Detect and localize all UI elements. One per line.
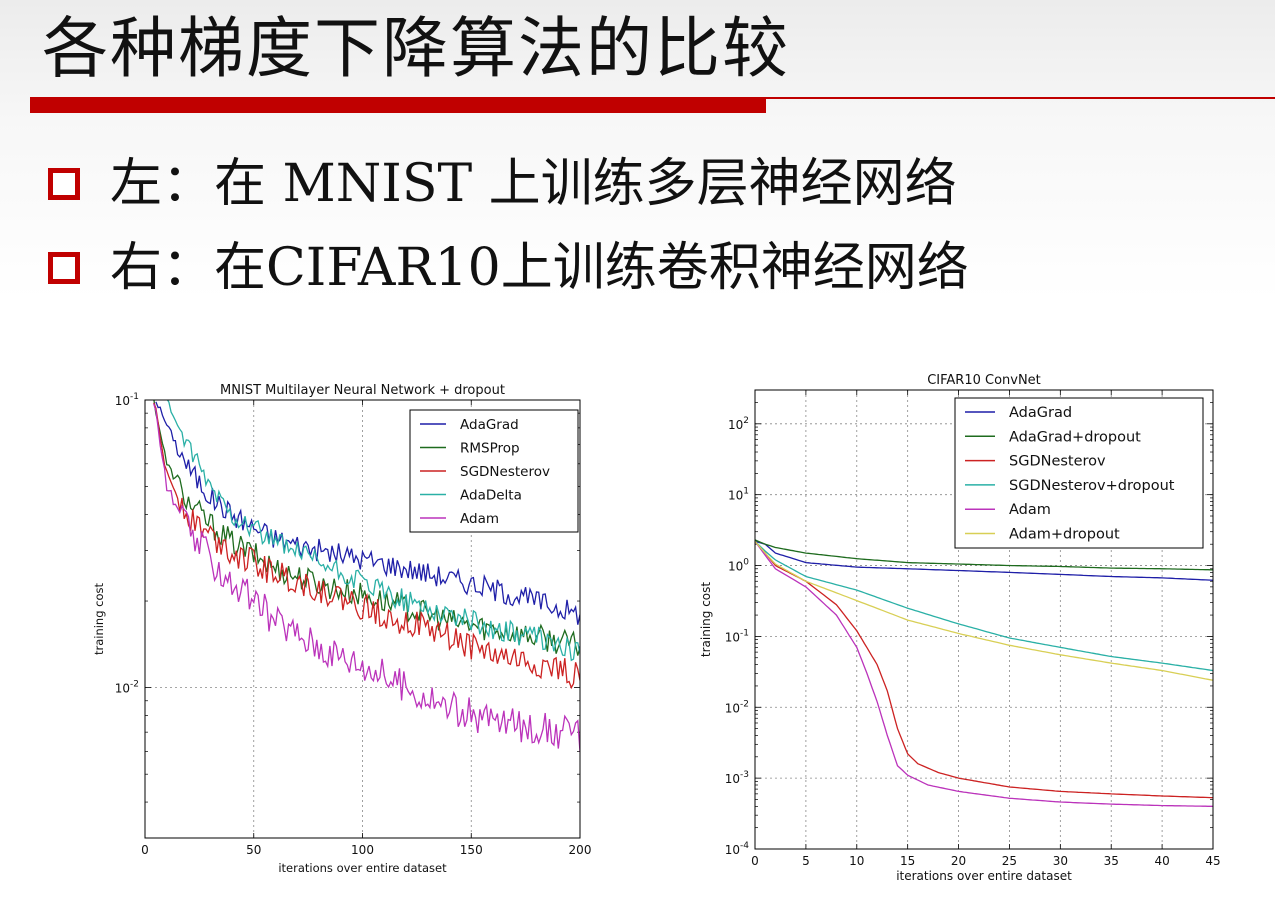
series-line-sgdnesterov [153, 402, 580, 690]
series-line-adam-dropout [755, 540, 1213, 681]
legend-label: SGDNesterov [460, 464, 550, 480]
title-underline-thick [30, 97, 766, 113]
x-tick-label: 30 [1053, 854, 1068, 868]
legend-label: AdaGrad [1009, 405, 1072, 421]
legend-label: AdaGrad [460, 417, 519, 433]
y-tick-label: 10-4 [725, 841, 750, 857]
x-tick-label: 40 [1154, 854, 1169, 868]
y-tick-label: 101 [728, 487, 749, 503]
x-tick-label: 15 [900, 854, 915, 868]
series-line-adam [153, 403, 580, 752]
y-tick-label: 10-3 [725, 770, 749, 786]
bullet-text: 左：在 MNIST 上训练多层神经网络 [110, 154, 957, 214]
y-tick-label: 10-1 [725, 628, 749, 644]
chart-title: MNIST Multilayer Neural Network + dropou… [220, 383, 505, 398]
chart-title: CIFAR10 ConvNet [927, 373, 1041, 388]
bullet-text: 右：在CIFAR10上训练卷积神经网络 [110, 238, 969, 298]
x-tick-label: 100 [351, 843, 374, 857]
square-bullet-icon [48, 168, 80, 200]
y-tick-label: 100 [728, 558, 749, 574]
x-tick-label: 150 [460, 843, 483, 857]
x-axis-label: iterations over entire dataset [896, 869, 1072, 883]
legend-label: Adam [1009, 502, 1051, 518]
x-axis-label: iterations over entire dataset [278, 861, 447, 875]
legend: AdaGrad AdaGrad+dropout SGDNesterov SGDNest… [954, 397, 1204, 549]
series-line-adam [755, 540, 1213, 807]
x-tick-label: 10 [849, 854, 864, 868]
y-axis-label: training cost [92, 582, 106, 655]
legend-box [954, 397, 1204, 549]
legend-label: AdaDelta [460, 488, 522, 504]
x-tick-label: 20 [951, 854, 966, 868]
x-tick-label: 50 [246, 843, 261, 857]
title-underline-thin [766, 97, 1275, 99]
bullet-item-mnist: 左：在 MNIST 上训练多层神经网络 [48, 154, 957, 214]
legend-label: RMSProp [460, 441, 520, 457]
square-bullet-icon [48, 252, 80, 284]
series-line-adagrad-dropout [755, 539, 1213, 571]
mnist-chart-group: 0 50 100 150 200 10-1 10-2 MNIST Multilayer Neu… [92, 383, 591, 875]
y-tick-label: 10-2 [725, 699, 749, 715]
bullet-item-cifar10: 右：在CIFAR10上训练卷积神经网络 [48, 238, 969, 298]
x-tick-label: 5 [802, 854, 810, 868]
legend-label: SGDNesterov [1009, 454, 1106, 470]
plot-frame [144, 399, 581, 839]
y-tick-label: 10-1 [115, 392, 139, 408]
x-tick-label: 25 [1002, 854, 1017, 868]
x-tick-label: 45 [1205, 854, 1220, 868]
x-tick-label: 35 [1104, 854, 1119, 868]
series-line-adadelta [166, 400, 580, 662]
legend-label: AdaGrad+dropout [1009, 429, 1141, 445]
series-line-adagrad [755, 540, 1213, 581]
cifar10-chart-group: 0 5 10 15 20 25 30 35 40 45 102 101 100 10-1 10-2 10-3 1… [699, 373, 1221, 883]
y-tick-label: 10-2 [115, 680, 139, 696]
y-tick-label: 102 [728, 416, 749, 432]
x-tick-label: 200 [569, 843, 592, 857]
legend-label: Adam [460, 511, 499, 527]
series-line-sgdnesterov-dropout [755, 540, 1213, 672]
x-tick-label: 0 [141, 843, 149, 857]
plot-frame [754, 389, 1214, 850]
x-tick-label: 0 [751, 854, 759, 868]
legend-label: Adam+dropout [1009, 527, 1120, 543]
legend-label: SGDNesterov+dropout [1009, 478, 1175, 494]
slide-title: 各种梯度下降算法的比较 [42, 10, 790, 87]
series-line-sgdnesterov [755, 540, 1213, 799]
legend: AdaGrad RMSProp SGDNesterov AdaDelta Adam [409, 409, 579, 533]
y-axis-label: training cost [699, 582, 713, 657]
